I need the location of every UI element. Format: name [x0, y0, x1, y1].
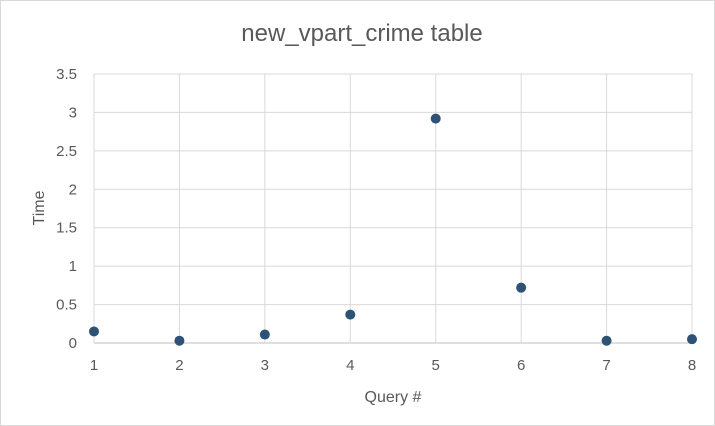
- data-point: [687, 334, 697, 345]
- y-tick-label: 3.5: [56, 66, 77, 83]
- data-point: [259, 329, 270, 340]
- y-tick-label: 0: [69, 335, 77, 352]
- data-points: [89, 113, 697, 346]
- data-point: [89, 326, 99, 337]
- x-tick-label: 4: [346, 357, 354, 374]
- y-axis-label: Time: [31, 190, 48, 225]
- data-point: [345, 309, 356, 320]
- y-tick-label: 1.5: [56, 220, 77, 237]
- x-tick-label: 5: [432, 357, 440, 374]
- data-point: [516, 282, 527, 293]
- x-tick-label: 7: [602, 357, 610, 374]
- x-tick-label: 3: [261, 357, 269, 374]
- y-axis-ticks: 0 0.5 1 1.5 2 2.5 3 3.5: [56, 66, 77, 352]
- x-tick-label: 8: [688, 357, 696, 374]
- y-tick-label: 0.5: [56, 297, 77, 314]
- y-tick-label: 1: [69, 258, 77, 275]
- x-tick-label: 2: [175, 357, 183, 374]
- y-tick-label: 2: [69, 181, 77, 198]
- chart-title: new_vpart_crime table: [241, 20, 482, 47]
- x-tick-label: 6: [517, 357, 525, 374]
- x-axis-label: Query #: [365, 389, 422, 406]
- y-tick-label: 3: [69, 104, 77, 121]
- x-axis-ticks: 1 2 3 4 5 6 7 8: [90, 357, 696, 374]
- gridlines: [93, 73, 693, 344]
- x-tick-label: 1: [90, 357, 98, 374]
- data-point: [174, 335, 185, 346]
- data-point: [601, 335, 612, 346]
- y-tick-label: 2.5: [56, 143, 77, 160]
- data-point: [430, 113, 441, 124]
